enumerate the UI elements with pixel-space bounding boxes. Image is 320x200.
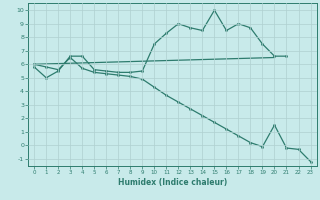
X-axis label: Humidex (Indice chaleur): Humidex (Indice chaleur) [118, 178, 227, 187]
